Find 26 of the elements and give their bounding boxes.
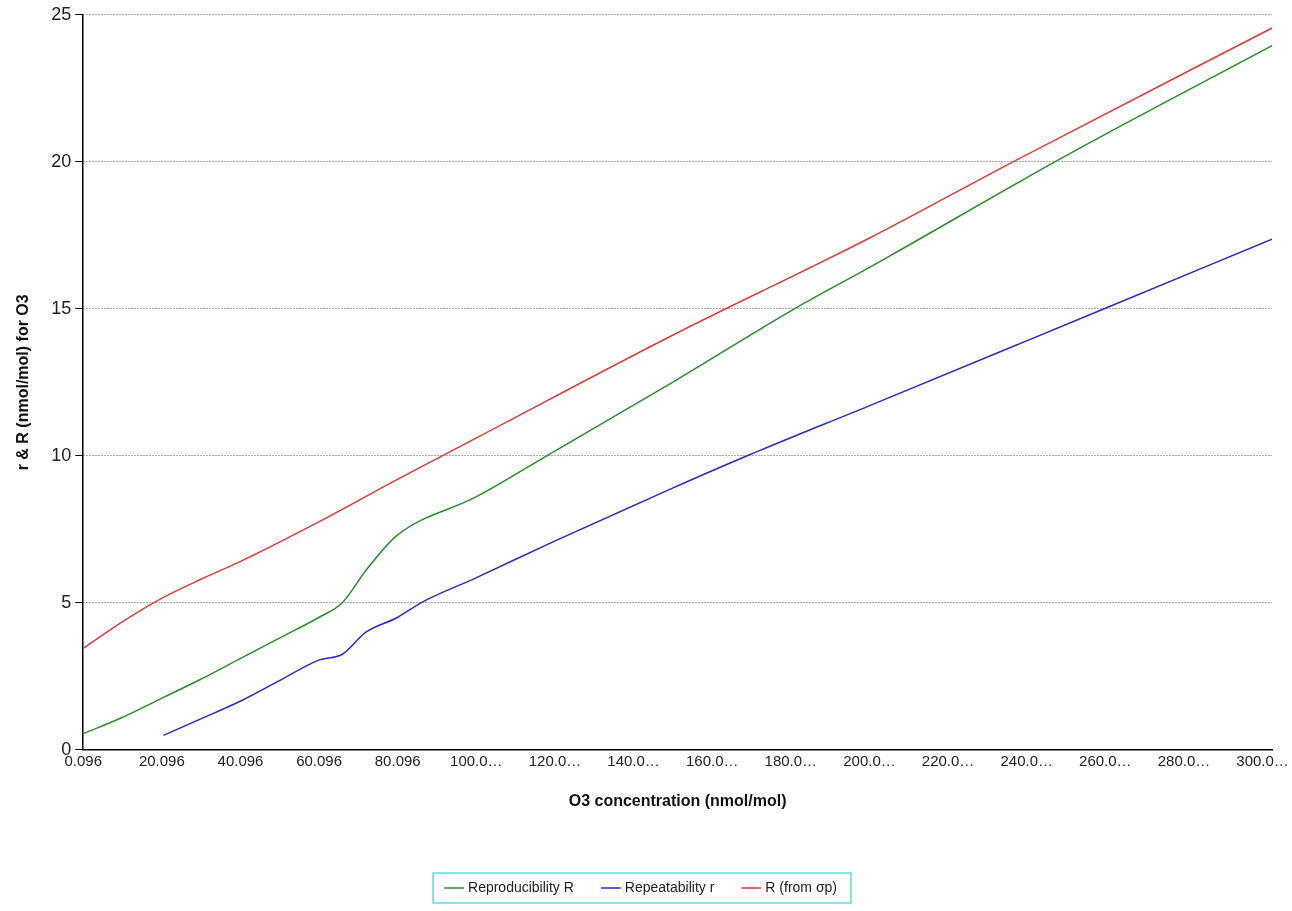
x-tick-label: 140.0… xyxy=(607,751,660,769)
y-tick-label: 25 xyxy=(51,3,72,24)
y-tick-label: 15 xyxy=(51,297,72,318)
legend-label: R (from σp) xyxy=(765,878,837,895)
x-tick-label: 40.096 xyxy=(217,751,264,769)
x-axis-title: O3 concentration (nmol/mol) xyxy=(568,791,787,809)
line-series xyxy=(162,238,1273,737)
x-tick-label: 240.0… xyxy=(1000,751,1053,769)
x-tick-label: 300.0… xyxy=(1236,751,1289,769)
y-tick-label: 10 xyxy=(51,444,72,465)
x-tick-label: 280.0… xyxy=(1157,751,1211,769)
x-tick-label: 120.0… xyxy=(528,751,582,769)
legend-label: Repeatability r xyxy=(624,878,715,895)
y-tick-label: 5 xyxy=(61,591,72,612)
x-tick-label: 220.0… xyxy=(921,751,975,769)
x-tick-label: 80.096 xyxy=(374,751,421,769)
x-tick-label: 260.0… xyxy=(1079,751,1132,769)
y-axis-title: r & R (nmol/mol) for O3 xyxy=(14,294,32,471)
y-tick-label: 20 xyxy=(51,150,72,171)
x-tick-label: 100.0… xyxy=(450,751,503,769)
x-tick-label: 200.0… xyxy=(843,751,896,769)
x-tick-label: 20.096 xyxy=(138,751,185,769)
x-tick-label: 180.0… xyxy=(764,751,818,769)
x-tick-label: 60.096 xyxy=(296,751,343,769)
legend-label: Reproducibility R xyxy=(468,878,574,895)
x-tick-label: 160.0… xyxy=(685,751,739,769)
